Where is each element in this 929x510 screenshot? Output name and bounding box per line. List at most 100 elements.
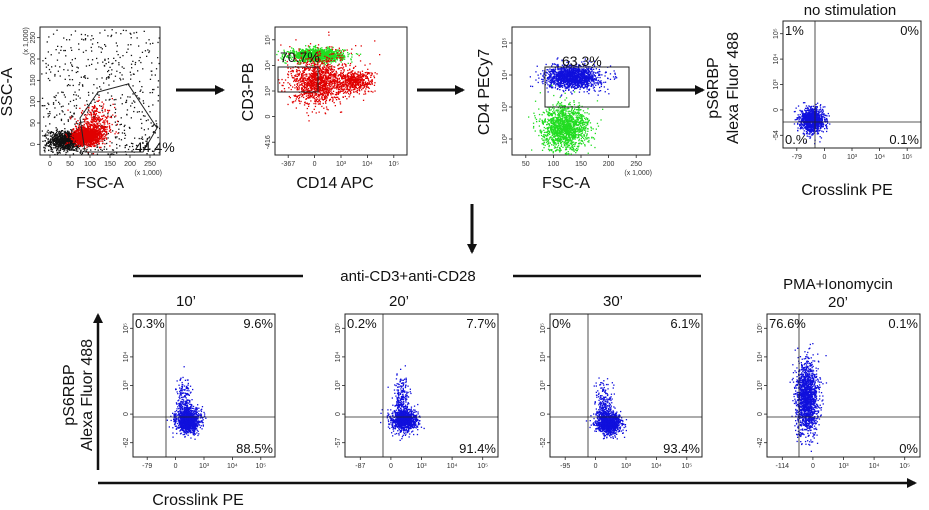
event-dot <box>91 109 93 111</box>
event-dot <box>94 141 97 143</box>
event-dot <box>103 82 105 84</box>
event-dot <box>68 132 70 134</box>
event-dot <box>51 131 53 133</box>
event-dot <box>143 102 145 104</box>
event-dot <box>287 56 289 59</box>
event-dot <box>77 67 79 69</box>
event-dot <box>118 132 120 134</box>
event-dot <box>157 148 159 150</box>
event-dot <box>91 143 93 145</box>
event-dot <box>62 111 64 113</box>
event-dot <box>335 52 338 54</box>
y-tick-label: 200 <box>30 53 37 65</box>
event-dot <box>49 140 51 142</box>
event-dot <box>316 47 318 49</box>
event-dot <box>109 66 111 68</box>
event-dot <box>67 140 69 143</box>
event-dot <box>142 138 144 140</box>
event-dot <box>335 51 338 53</box>
event-dot <box>157 80 160 82</box>
event-dot <box>60 143 62 146</box>
event-dot <box>90 135 92 137</box>
event-dot <box>83 138 86 140</box>
event-dot <box>145 42 147 44</box>
event-dot <box>102 130 104 132</box>
event-dot <box>110 116 113 119</box>
event-dot <box>314 50 316 52</box>
event-dot <box>325 52 327 54</box>
event-dot <box>62 138 64 140</box>
event-dot <box>115 108 117 110</box>
event-dot <box>80 130 82 132</box>
event-dot <box>115 98 117 101</box>
event-dot <box>110 35 112 38</box>
event-dot <box>66 135 68 137</box>
event-dot <box>78 127 80 130</box>
event-dot <box>102 127 104 129</box>
event-dot <box>70 116 72 118</box>
event-dot <box>307 49 309 51</box>
event-dot <box>303 57 305 59</box>
event-dot <box>298 51 300 54</box>
event-dot <box>304 61 306 64</box>
event-dot <box>55 143 58 145</box>
event-dot <box>314 56 317 58</box>
event-dot <box>58 145 60 147</box>
event-dot <box>69 143 72 145</box>
event-dot <box>96 57 98 60</box>
event-dot <box>63 147 65 149</box>
event-dot <box>111 69 113 71</box>
event-dot <box>300 62 302 65</box>
event-dot <box>331 60 333 63</box>
event-dot <box>81 84 84 86</box>
event-dot <box>87 140 89 142</box>
event-dot <box>88 94 90 96</box>
event-dot <box>56 142 58 144</box>
event-dot <box>325 49 328 51</box>
event-dot <box>104 58 106 60</box>
event-dot <box>97 132 99 135</box>
event-dot <box>111 29 113 31</box>
event-dot <box>102 107 104 109</box>
event-dot <box>307 55 309 57</box>
event-dot <box>76 139 78 141</box>
event-dot <box>292 50 294 52</box>
event-dot <box>111 153 113 155</box>
event-dot <box>80 140 82 142</box>
event-dot <box>284 54 286 56</box>
event-dot <box>90 46 92 49</box>
event-dot <box>94 145 96 148</box>
event-dot <box>82 130 84 132</box>
event-dot <box>87 91 90 94</box>
event-dot <box>110 115 112 117</box>
event-dot <box>288 57 290 59</box>
event-dot <box>91 139 93 141</box>
event-dot <box>43 147 45 149</box>
event-dot <box>330 75 332 77</box>
event-dot <box>313 57 315 60</box>
event-dot <box>98 138 100 140</box>
event-dot <box>302 51 304 53</box>
event-dot <box>314 57 316 59</box>
event-dot <box>81 110 84 112</box>
event-dot <box>295 55 297 57</box>
event-dot <box>81 145 84 147</box>
event-dot <box>334 53 336 56</box>
event-dot <box>153 150 155 153</box>
event-dot <box>50 146 52 148</box>
event-dot <box>71 138 73 141</box>
event-dot <box>62 145 64 147</box>
event-dot <box>72 138 74 140</box>
event-dot <box>78 138 80 140</box>
event-dot <box>96 146 98 148</box>
event-dot <box>75 133 77 135</box>
event-dot <box>296 75 298 78</box>
event-dot <box>100 125 103 127</box>
event-dot <box>80 143 82 145</box>
event-dot <box>76 66 78 68</box>
event-dot <box>323 63 325 65</box>
event-dot <box>70 131 73 133</box>
event-dot <box>61 91 63 93</box>
event-dot <box>296 87 298 89</box>
event-dot <box>55 137 57 139</box>
